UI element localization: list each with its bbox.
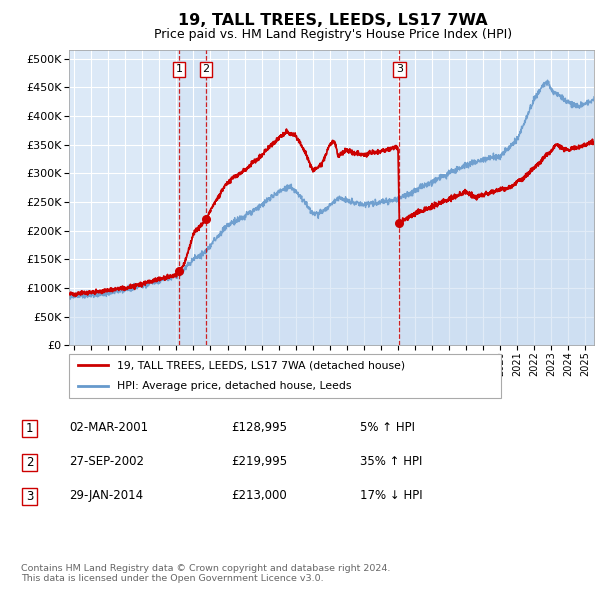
Text: 1: 1 xyxy=(26,422,33,435)
Text: 3: 3 xyxy=(396,64,403,74)
Text: Contains HM Land Registry data © Crown copyright and database right 2024.
This d: Contains HM Land Registry data © Crown c… xyxy=(21,563,391,583)
Text: 1: 1 xyxy=(176,64,182,74)
Text: 17% ↓ HPI: 17% ↓ HPI xyxy=(360,489,422,502)
Text: 19, TALL TREES, LEEDS, LS17 7WA: 19, TALL TREES, LEEDS, LS17 7WA xyxy=(178,13,488,28)
Text: £128,995: £128,995 xyxy=(231,421,287,434)
Bar xyxy=(400,50,594,345)
Text: 19, TALL TREES, LEEDS, LS17 7WA (detached house): 19, TALL TREES, LEEDS, LS17 7WA (detache… xyxy=(116,360,404,370)
Text: 5% ↑ HPI: 5% ↑ HPI xyxy=(360,421,415,434)
Text: 3: 3 xyxy=(26,490,33,503)
Text: £219,995: £219,995 xyxy=(231,455,287,468)
Text: Price paid vs. HM Land Registry's House Price Index (HPI): Price paid vs. HM Land Registry's House … xyxy=(154,28,512,41)
Text: HPI: Average price, detached house, Leeds: HPI: Average price, detached house, Leed… xyxy=(116,381,351,391)
Text: 2: 2 xyxy=(26,456,33,469)
Text: £213,000: £213,000 xyxy=(231,489,287,502)
Text: 02-MAR-2001: 02-MAR-2001 xyxy=(69,421,148,434)
Text: 29-JAN-2014: 29-JAN-2014 xyxy=(69,489,143,502)
Text: 35% ↑ HPI: 35% ↑ HPI xyxy=(360,455,422,468)
Bar xyxy=(179,50,206,345)
Text: 27-SEP-2002: 27-SEP-2002 xyxy=(69,455,144,468)
Text: 2: 2 xyxy=(203,64,209,74)
